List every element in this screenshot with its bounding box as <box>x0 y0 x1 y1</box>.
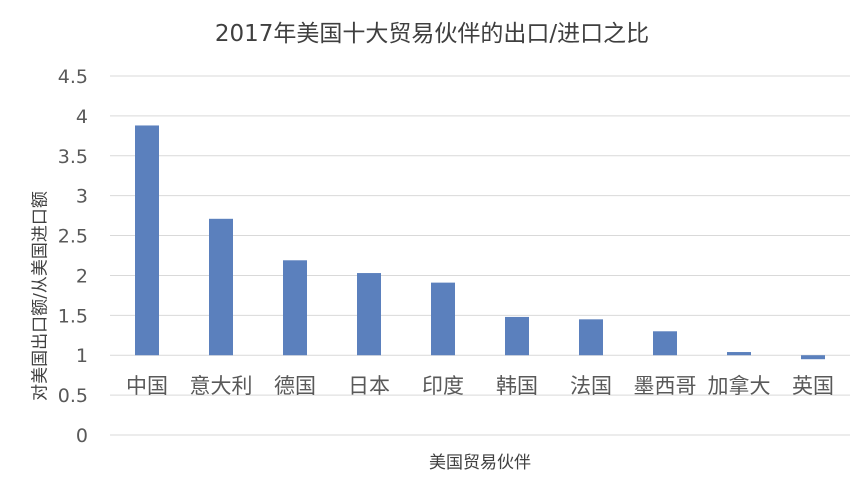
category-label: 印度 <box>422 374 464 398</box>
category-label: 日本 <box>348 374 390 398</box>
bar-6 <box>505 316 529 356</box>
bar-2 <box>209 218 233 356</box>
bar-3 <box>283 260 307 356</box>
y-tick-label: 3 <box>76 186 88 208</box>
chart-title: 2017年美国十大贸易伙伴的出口/进口之比 <box>214 21 650 47</box>
bars <box>135 125 825 360</box>
y-tick-label: 1.5 <box>58 305 88 327</box>
bar-5 <box>431 282 455 356</box>
y-tick-label: 2 <box>76 265 88 287</box>
y-tick-label: 0.5 <box>58 385 88 407</box>
y-tick-label: 4 <box>76 106 88 128</box>
category-label: 加拿大 <box>708 374 771 398</box>
category-label: 德国 <box>274 374 316 398</box>
bar-1 <box>135 125 159 356</box>
y-tick-label: 0 <box>76 425 88 447</box>
bar-9 <box>727 352 751 356</box>
category-label: 法国 <box>570 374 612 398</box>
bar-8 <box>653 331 677 356</box>
category-label: 意大利 <box>190 374 253 398</box>
y-tick-label: 4.5 <box>58 66 88 88</box>
category-label: 英国 <box>792 374 834 398</box>
category-label: 中国 <box>126 374 168 398</box>
bar-7 <box>579 319 603 356</box>
category-labels: 中国 意大利 德国 日本 印度 韩国 法国 墨西哥 加拿大 英国 <box>126 374 834 398</box>
y-tick-label: 3.5 <box>58 146 88 168</box>
category-label: 韩国 <box>496 374 538 398</box>
category-label: 墨西哥 <box>634 374 697 398</box>
y-tick-label: 1 <box>76 345 88 367</box>
bar-10 <box>801 355 825 360</box>
bar-4 <box>357 273 381 356</box>
y-tick-labels: 0 0.5 1 1.5 2 2.5 3 3.5 4 4.5 <box>58 66 88 447</box>
gridlines <box>110 75 850 436</box>
x-axis-title: 美国贸易伙伴 <box>429 453 531 473</box>
y-tick-label: 2.5 <box>58 226 88 248</box>
